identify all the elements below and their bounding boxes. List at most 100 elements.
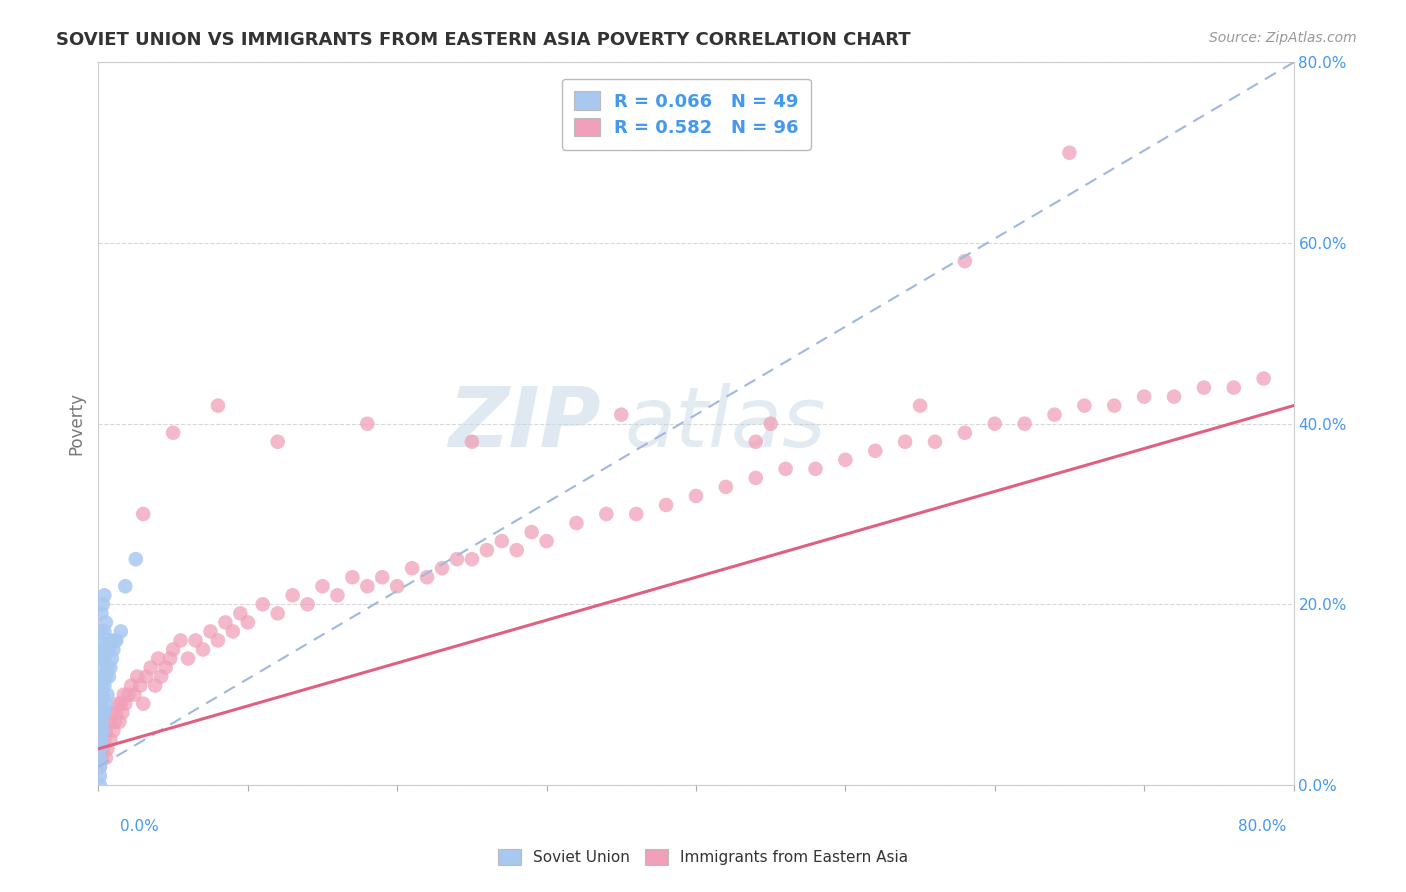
Point [475,543,498,558]
Point [91,742,114,756]
Point [96,660,118,674]
Point [117,688,139,702]
Point [924,434,946,449]
Point [91,706,114,720]
Point [93,679,115,693]
Point [200,624,222,639]
Point [267,434,290,449]
Point [626,507,648,521]
Point [91,688,114,702]
Point [127,669,149,683]
Point [89,697,111,711]
Point [520,524,543,539]
Legend: Soviet Union, Immigrants from Eastern Asia: Soviet Union, Immigrants from Eastern As… [492,843,914,871]
Point [1059,145,1081,160]
Point [745,471,768,485]
Point [90,660,112,674]
Point [184,633,207,648]
Point [91,669,114,683]
Point [93,706,115,720]
Point [565,516,588,530]
Point [89,688,111,702]
Point [745,434,768,449]
Point [120,679,142,693]
Point [90,624,112,639]
Point [139,660,162,674]
Text: ZIP: ZIP [447,384,600,464]
Point [446,552,468,566]
Point [804,462,827,476]
Text: SOVIET UNION VS IMMIGRANTS FROM EASTERN ASIA POVERTY CORRELATION CHART: SOVIET UNION VS IMMIGRANTS FROM EASTERN … [56,31,911,49]
Point [356,579,378,593]
Point [385,579,409,593]
Point [90,697,112,711]
Point [953,425,976,440]
Point [124,688,146,702]
Point [89,769,111,783]
Point [984,417,1007,431]
Point [297,598,319,612]
Point [908,399,931,413]
Point [114,579,136,593]
Point [536,534,558,549]
Point [1014,417,1036,431]
Point [90,607,112,621]
Point [342,570,364,584]
Point [111,706,134,720]
Point [91,633,114,648]
Point [93,732,115,747]
Point [110,624,132,639]
Point [91,598,114,612]
Point [326,588,349,602]
Point [1073,399,1095,413]
Point [94,723,117,738]
Point [356,417,378,431]
Point [1043,408,1066,422]
Point [155,660,177,674]
Point [89,751,111,765]
Point [98,633,122,648]
Point [610,408,633,422]
Point [114,697,136,711]
Point [865,443,887,458]
Point [1253,371,1275,385]
Text: atlas: atlas [624,384,825,464]
Point [834,453,856,467]
Point [89,760,111,774]
Point [94,751,117,765]
Point [207,633,229,648]
Point [89,742,111,756]
Point [108,714,131,729]
Point [1104,399,1126,413]
Y-axis label: Poverty: Poverty [67,392,86,455]
Point [1192,380,1215,394]
Point [162,642,184,657]
Point [236,615,259,630]
Point [148,651,170,665]
Point [94,642,117,657]
Point [143,679,166,693]
Point [101,706,124,720]
Point [94,615,117,630]
Point [1223,380,1246,394]
Point [281,588,304,602]
Point [894,434,917,449]
Point [97,642,120,657]
Point [229,607,252,621]
Point [89,723,111,738]
Point [177,651,200,665]
Point [94,669,117,683]
Point [89,778,111,792]
Point [775,462,797,476]
Point [90,751,112,765]
Point [98,732,122,747]
Point [107,697,129,711]
Point [105,706,128,720]
Point [93,624,115,639]
Text: 0.0%: 0.0% [120,819,159,834]
Point [129,679,152,693]
Point [125,552,148,566]
Point [90,714,112,729]
Point [98,660,122,674]
Point [491,534,513,549]
